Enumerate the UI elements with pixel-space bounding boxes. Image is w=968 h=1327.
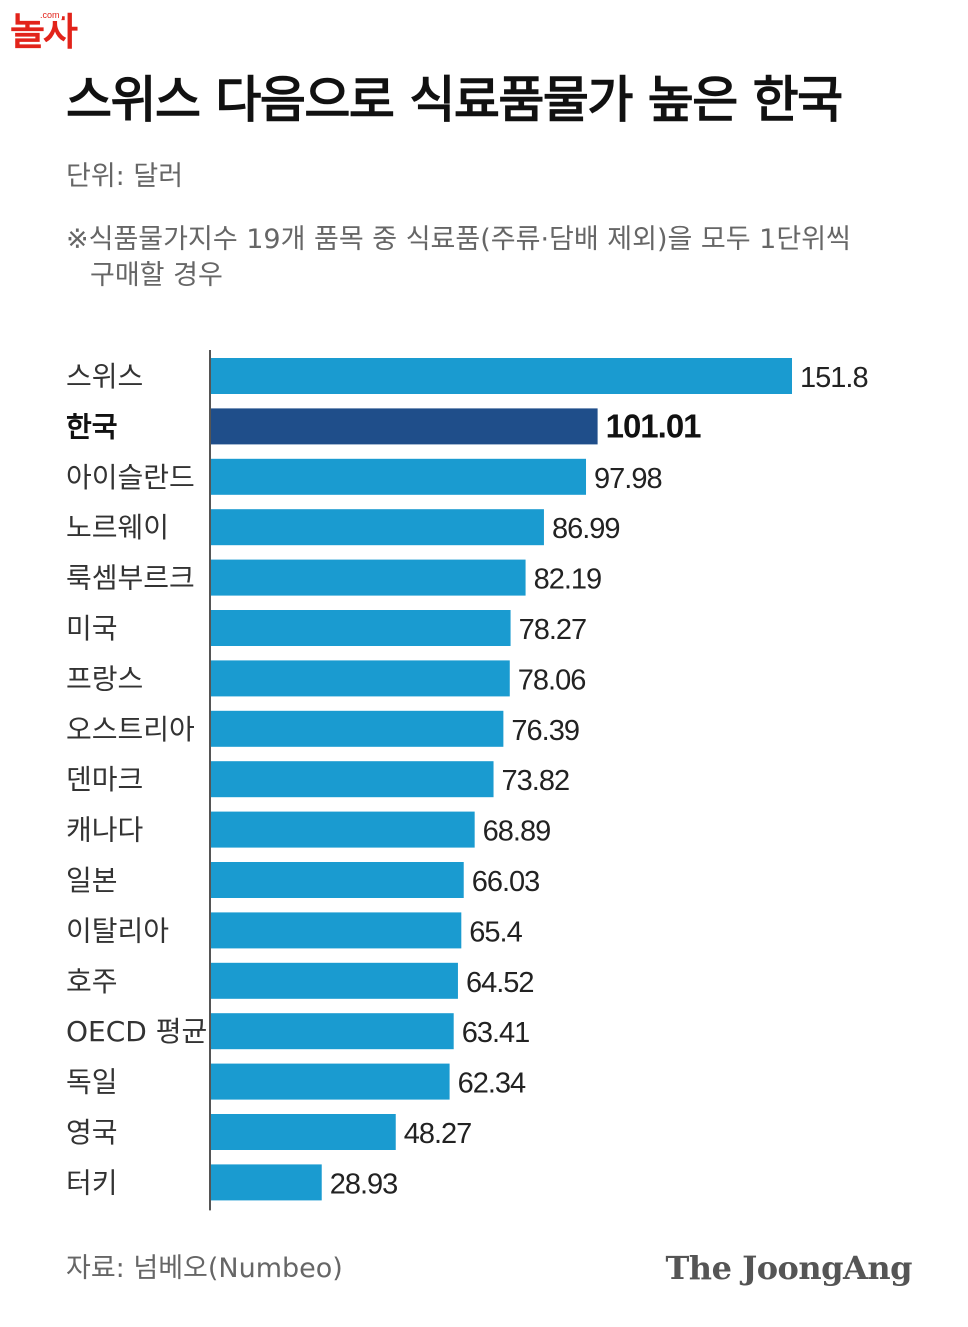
bar <box>211 962 458 999</box>
bar <box>211 358 792 394</box>
bar <box>211 610 511 646</box>
category-label: 아이슬란드 <box>66 461 195 494</box>
category-label: 노르웨이 <box>66 511 169 544</box>
value-label: 48.27 <box>404 1118 472 1150</box>
footnote: ※식품물가지수 19개 품목 중 식료품(주류·담배 제외)을 모두 1단위씩 … <box>66 222 926 294</box>
chart-title: 스위스 다음으로 식료품물가 높은 한국 <box>66 71 843 129</box>
category-label: 덴마크 <box>66 763 143 796</box>
publisher-logo: The JoongAng <box>665 1249 912 1287</box>
bar <box>211 1164 322 1201</box>
bar <box>211 912 462 949</box>
source-label: 자료: 넘베오(Numbeo) <box>66 1253 343 1284</box>
bar <box>211 862 464 898</box>
value-label: 68.89 <box>483 816 551 848</box>
bar <box>211 761 494 798</box>
value-label: 78.27 <box>519 614 587 646</box>
category-label: 오스트리아 <box>66 713 195 746</box>
value-label: 65.4 <box>469 916 522 948</box>
site-logo-domain-badge: .com <box>38 10 62 21</box>
bar <box>211 1013 454 1050</box>
category-label: 캐나다 <box>66 814 143 847</box>
value-label: 82.19 <box>534 564 602 596</box>
category-label: 룩셈부르크 <box>66 562 195 595</box>
footnote-line-2: 구매할 경우 <box>90 260 223 291</box>
unit-label: 단위: 달러 <box>66 161 184 192</box>
category-label: OECD 평균 <box>66 1015 207 1048</box>
footnote-line-1: ※식품물가지수 19개 품목 중 식료품(주류·담배 제외)을 모두 1단위씩 <box>66 224 851 255</box>
site-logo: 놀자 .com <box>10 10 126 54</box>
bar <box>211 408 598 445</box>
value-label: 101.01 <box>606 407 702 444</box>
bar <box>211 811 475 848</box>
value-label: 86.99 <box>552 513 620 545</box>
bar <box>211 458 587 495</box>
value-label: 66.03 <box>472 866 540 898</box>
category-label: 호주 <box>66 965 118 998</box>
category-label: 일본 <box>66 864 118 897</box>
value-label: 151.8 <box>800 362 868 394</box>
value-label: 73.82 <box>502 765 570 797</box>
category-label: 미국 <box>66 612 118 645</box>
bar <box>211 710 504 747</box>
value-label: 28.93 <box>330 1168 398 1200</box>
category-label: 영국 <box>66 1116 118 1149</box>
category-label: 이탈리아 <box>66 914 169 947</box>
category-label: 터키 <box>66 1166 118 1199</box>
value-label: 76.39 <box>511 715 579 747</box>
bar <box>211 660 510 697</box>
bar <box>211 559 526 596</box>
category-label: 독일 <box>66 1066 118 1099</box>
category-label: 스위스 <box>66 360 143 393</box>
bar <box>211 1114 396 1150</box>
value-label: 64.52 <box>466 967 534 999</box>
category-label: 프랑스 <box>66 662 143 695</box>
value-label: 97.98 <box>594 463 662 495</box>
value-label: 62.34 <box>458 1068 526 1100</box>
category-label: 한국 <box>66 410 118 443</box>
bar <box>211 509 544 546</box>
value-label: 63.41 <box>462 1017 530 1049</box>
value-label: 78.06 <box>518 664 586 696</box>
bar-chart: 스위스 151.8 한국 101.01 아이슬란드 97.98 노르웨이 86.99 룩셈부르크… <box>66 350 869 1211</box>
bar <box>211 1063 450 1100</box>
